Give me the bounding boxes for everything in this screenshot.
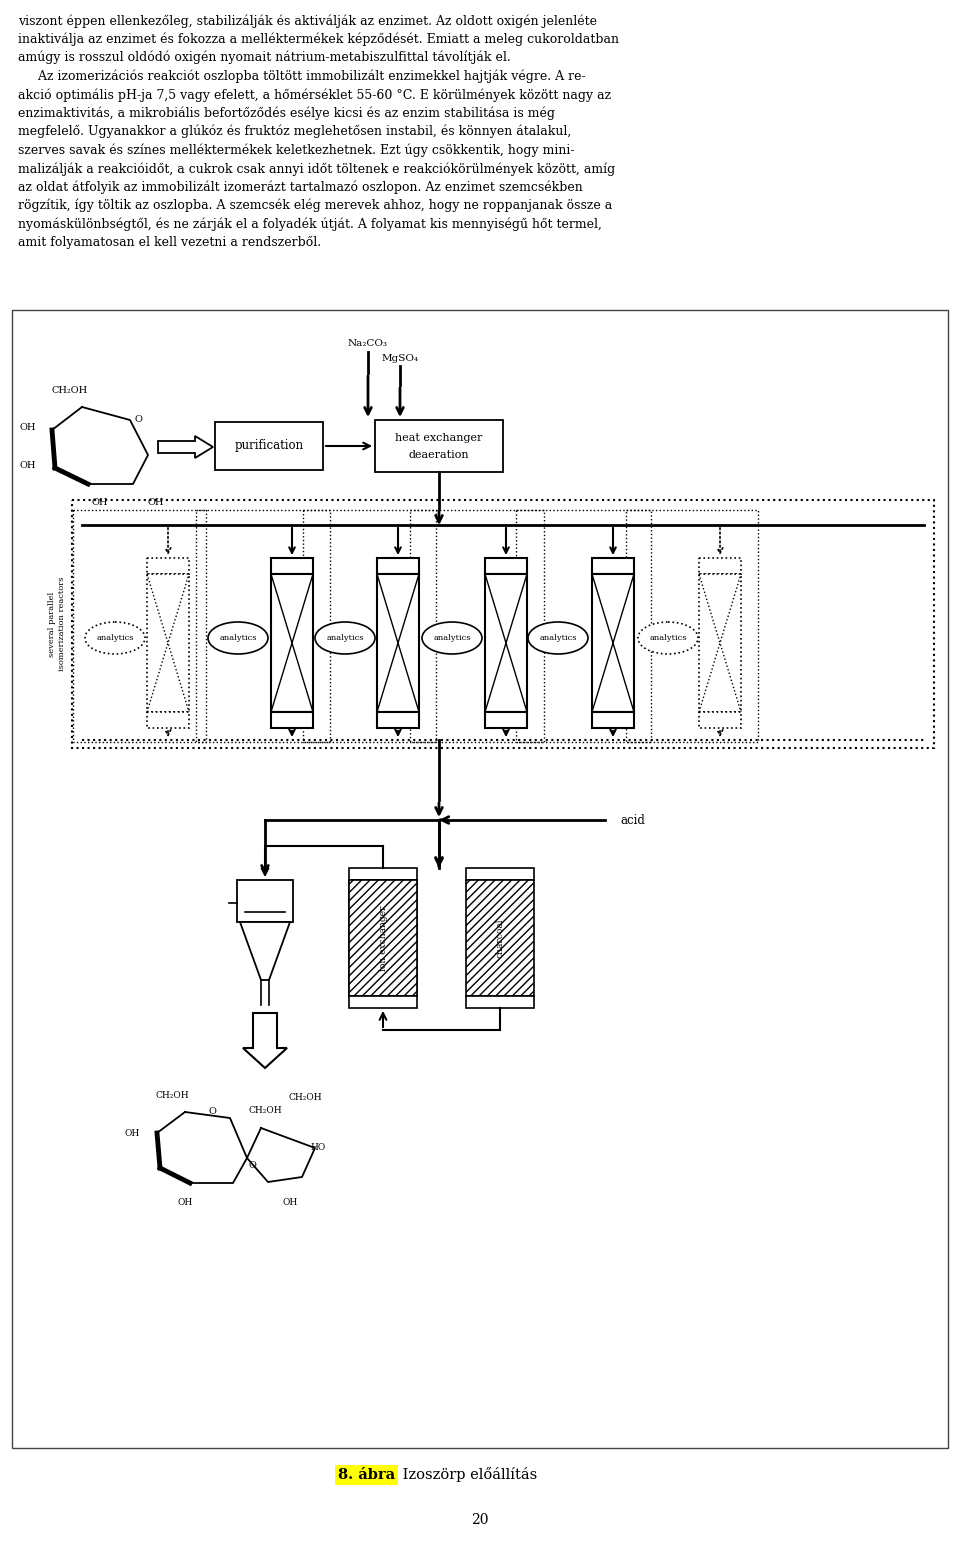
Ellipse shape [422,622,482,654]
Bar [349,880,417,995]
Text: CH₂OH: CH₂OH [156,1091,189,1100]
Bar [466,995,534,1008]
Text: OH: OH [19,423,36,432]
Bar [466,869,534,880]
Bar [147,574,189,711]
Text: Na₂CO₃: Na₂CO₃ [348,339,388,349]
Text: Az izomerizációs reakciót oszlopba töltött immobilizált enzimekkel hajtják végre: Az izomerizációs reakciót oszlopba töltö… [18,69,586,83]
Text: 20: 20 [471,1514,489,1528]
Bar [699,711,741,728]
Polygon shape [243,1014,287,1068]
Text: inaktiválja az enzimet és fokozza a melléktermékek képződését. Emiatt a meleg cu: inaktiválja az enzimet és fokozza a mell… [18,32,619,46]
Bar [349,880,417,995]
Text: enzimaktivitás, a mikrobiális befortőződés esélye kicsi és az enzim stabilitása : enzimaktivitás, a mikrobiális befortőződ… [18,106,555,120]
Text: 8. ábra: 8. ábra [338,1467,396,1481]
Bar [237,880,293,923]
Text: HO: HO [310,1143,325,1153]
Bar [485,711,527,728]
Bar [303,511,436,742]
Text: OH: OH [19,461,36,471]
Text: OH: OH [125,1128,140,1137]
Bar [377,711,419,728]
Text: analytics: analytics [219,634,256,642]
Text: malizálják a reakcióidőt, a cukrok csak annyi időt töltenek e reakciókörülmények: malizálják a reakcióidőt, a cukrok csak … [18,162,615,176]
Ellipse shape [85,622,145,654]
Text: analytics: analytics [326,634,364,642]
Bar [699,559,741,574]
Bar [349,869,417,880]
Bar [12,310,948,1447]
Text: OH: OH [148,498,164,508]
Text: ion exchanger: ion exchanger [378,906,388,971]
Text: viszont éppen ellenkezőleg, stabilizálják és aktiválják az enzimet. Az oldott ox: viszont éppen ellenkezőleg, stabilizáljá… [18,14,597,28]
Bar [271,574,313,711]
Text: analytics: analytics [649,634,686,642]
Text: amit folyamatosan el kell vezetni a rendszerből.: amit folyamatosan el kell vezetni a rend… [18,236,322,248]
Bar [699,574,741,711]
Ellipse shape [208,622,268,654]
Bar [271,559,313,574]
Bar [375,420,503,472]
Text: several parallel
isomerization reactors: several parallel isomerization reactors [48,577,65,671]
Text: deaeration: deaeration [409,451,469,460]
Bar [377,559,419,574]
Polygon shape [158,437,213,458]
Bar [516,511,651,742]
Text: amúgy is rosszul oldódó oxigén nyomait nátrium-metabiszulfittal távolítják el.: amúgy is rosszul oldódó oxigén nyomait n… [18,51,511,65]
Text: megfelelő. Ugyanakkor a glúkóz és fruktóz meglehetősen instabil, és könnyen átal: megfelelő. Ugyanakkor a glúkóz és fruktó… [18,125,571,139]
Text: OH: OH [92,498,108,508]
Bar [592,559,634,574]
Ellipse shape [528,622,588,654]
Bar [72,500,934,748]
Ellipse shape [638,622,698,654]
Text: OH: OH [282,1197,298,1207]
Bar [410,511,544,742]
Bar [271,711,313,728]
Bar [349,995,417,1008]
Bar [485,559,527,574]
Text: O: O [248,1160,256,1170]
Text: CH₂OH: CH₂OH [249,1106,282,1116]
Text: Izoszörp előállítás: Izoszörp előállítás [398,1467,538,1483]
Ellipse shape [315,622,375,654]
Text: analytics: analytics [433,634,470,642]
Bar [377,574,419,711]
Text: O: O [134,415,142,424]
Text: rögzítik, így töltik az oszlopba. A szemcsék elég merevek ahhoz, hogy ne roppanj: rögzítik, így töltik az oszlopba. A szem… [18,199,612,213]
Text: szerves savak és színes melléktermékek keletkezhetnek. Ezt úgy csökkentik, hogy : szerves savak és színes melléktermékek k… [18,143,574,157]
Text: MgSO₄: MgSO₄ [381,353,419,363]
Text: az oldat átfolyik az immobilizált izomerázt tartalmazó oszlopon. Az enzimet szem: az oldat átfolyik az immobilizált izomer… [18,181,583,194]
Text: analytics: analytics [96,634,133,642]
Bar [485,574,527,711]
Bar [196,511,330,742]
Bar [592,574,634,711]
Bar [592,711,634,728]
Text: purification: purification [234,440,303,452]
Bar [147,711,189,728]
Text: CH₂OH: CH₂OH [52,386,88,395]
Bar [215,421,323,471]
Text: charcoal: charcoal [495,918,505,958]
Text: OH: OH [178,1197,193,1207]
Text: akció optimális pH-ja 7,5 vagy efelett, a hőmérséklet 55-60 °C. E körülmények kö: akció optimális pH-ja 7,5 vagy efelett, … [18,88,612,102]
Bar [73,511,206,742]
Bar [147,559,189,574]
Text: CH₂OH: CH₂OH [288,1092,322,1102]
Bar [626,511,758,742]
Bar [466,880,534,995]
Text: acid: acid [620,813,645,827]
Text: nyomáskülönbségtől, és ne zárják el a folyadék útját. A folyamat kis mennyiségű : nyomáskülönbségtől, és ne zárják el a fo… [18,218,602,231]
Text: O: O [208,1108,216,1117]
Text: heat exchanger: heat exchanger [396,434,483,443]
Text: analytics: analytics [540,634,577,642]
Polygon shape [240,923,290,980]
